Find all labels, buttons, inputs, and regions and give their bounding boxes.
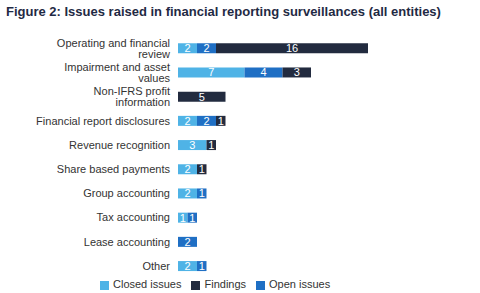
svg-text:16: 16: [286, 42, 298, 54]
svg-text:2: 2: [184, 115, 190, 127]
svg-text:1: 1: [208, 139, 214, 151]
svg-text:Lease accounting: Lease accounting: [84, 236, 170, 248]
svg-text:3: 3: [294, 66, 300, 78]
svg-text:2: 2: [184, 260, 190, 272]
svg-text:Financial report disclosures: Financial report disclosures: [36, 115, 170, 127]
html-text:Findings: Findings: [204, 278, 247, 290]
svg-text:2: 2: [184, 236, 190, 248]
svg-text:2: 2: [203, 42, 209, 54]
svg-text:2: 2: [184, 187, 190, 199]
html-text:Open issues: Open issues: [269, 278, 331, 290]
svg-text:1: 1: [199, 187, 205, 199]
svg-text:1: 1: [218, 115, 224, 127]
svg-text:3: 3: [189, 139, 195, 151]
svg-text:7: 7: [208, 66, 214, 78]
svg-text:1: 1: [189, 212, 195, 224]
svg-text:2: 2: [203, 115, 209, 127]
svg-text:Non-IFRS profitinformation: Non-IFRS profitinformation: [94, 85, 170, 108]
svg-text:Impairment and assetvalues: Impairment and assetvalues: [64, 61, 170, 84]
svg-text:Group accounting: Group accounting: [83, 187, 170, 199]
svg-text:Tax accounting: Tax accounting: [97, 211, 170, 223]
svg-text:Other: Other: [142, 260, 170, 272]
svg-text:Revenue recognition: Revenue recognition: [69, 139, 170, 151]
svg-text:1: 1: [199, 260, 205, 272]
svg-text:5: 5: [199, 91, 205, 103]
svg-text:1: 1: [180, 212, 186, 224]
svg-text:Share based payments: Share based payments: [57, 163, 171, 175]
html-text:Closed issues: Closed issues: [113, 278, 182, 290]
svg-text:1: 1: [199, 163, 205, 175]
svg-text:2: 2: [184, 42, 190, 54]
html-text:Figure 2: Issues raised in fin: Figure 2: Issues raised in financial rep…: [6, 4, 441, 19]
svg-text:Operating and financialreview: Operating and financialreview: [57, 37, 170, 60]
svg-text:2: 2: [184, 163, 190, 175]
svg-text:4: 4: [260, 66, 266, 78]
